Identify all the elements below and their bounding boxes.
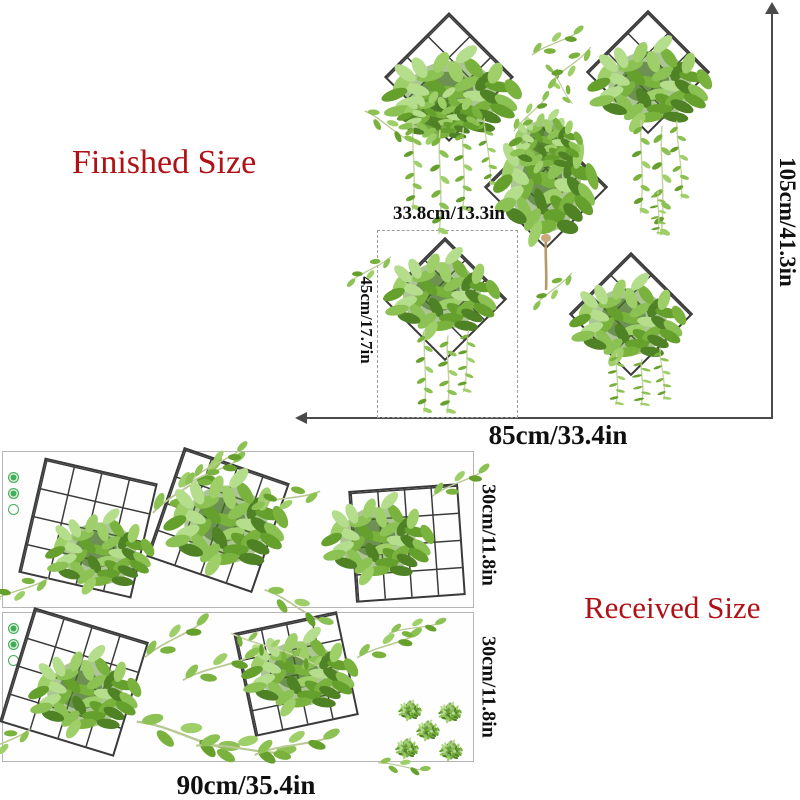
arrow-left-icon [295,412,307,424]
width-measure-line [305,417,773,419]
sheet1-height-label: 30cm/11.8in [477,484,500,586]
sheet1-badges [8,472,19,515]
arrow-up-icon [765,2,779,14]
single-width-label: 33.8cm/13.3in [393,203,505,224]
trellis-decal-3 [585,9,711,135]
height-measure-line [771,12,773,418]
total-height-label: 105cm/41.3in [775,157,800,287]
trellis-decal-5 [568,251,694,377]
certification-badge-icon [8,504,19,515]
finished-size-title: Finished Size [72,144,257,181]
sheet2-badges [8,623,19,666]
certification-badge-icon [8,488,19,499]
certification-badge-icon [8,623,19,634]
single-height-label: 45cm/17.7in [357,276,376,364]
sheet2-height-label: 30cm/11.8in [477,636,500,738]
received-size-title: Received Size [584,590,761,625]
sheet1-trellis-right [348,483,466,603]
sheet-width-label: 90cm/35.4in [176,770,316,800]
certification-badge-icon [8,472,19,483]
certification-badge-icon [8,639,19,650]
trellis-decal-1 [383,11,515,143]
total-width-label: 85cm/33.4in [488,420,628,450]
sheet2-trellis-right [233,611,359,737]
